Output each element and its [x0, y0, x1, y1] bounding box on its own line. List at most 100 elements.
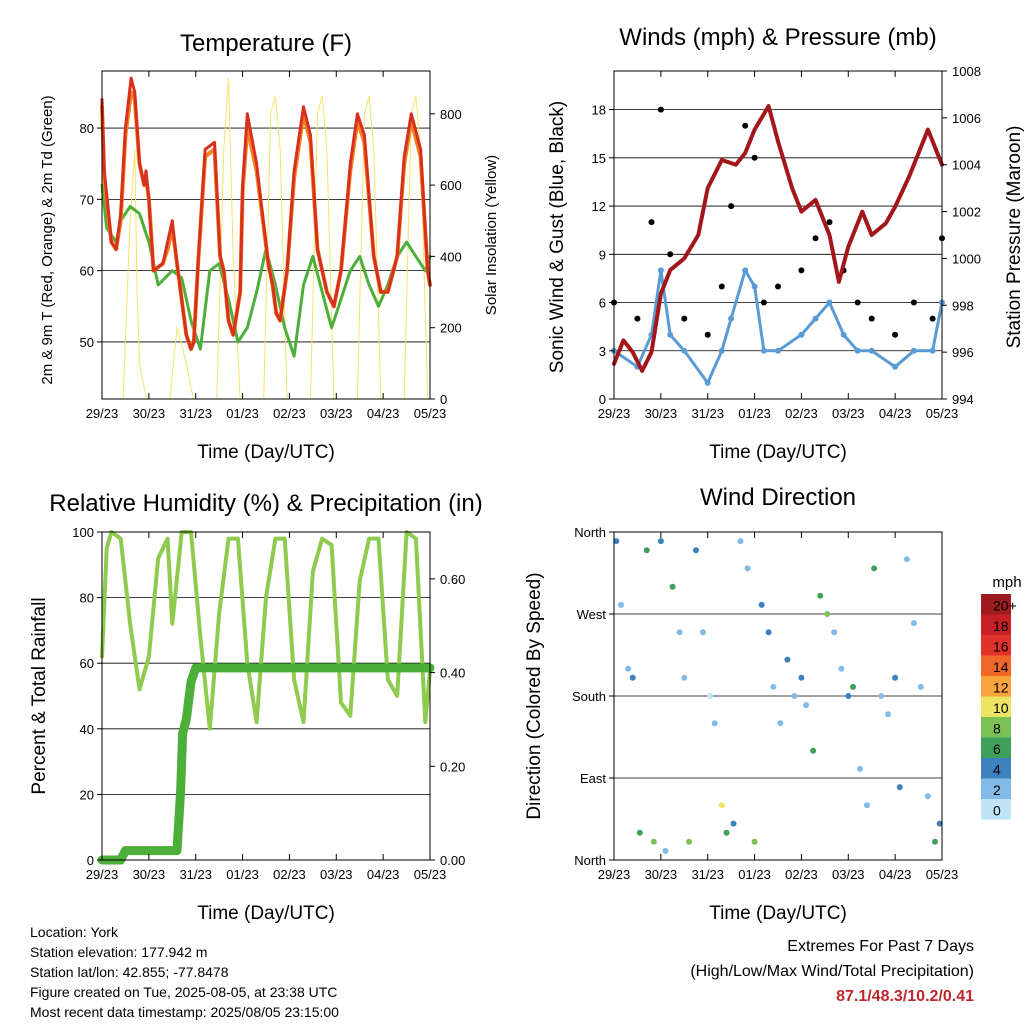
- y-tick-label: 80: [80, 591, 94, 606]
- gust-point: [868, 315, 875, 322]
- x-tick-label: 02/23: [273, 406, 306, 421]
- legend-label: 10: [993, 700, 1009, 716]
- sonic-wind-point: [929, 347, 936, 354]
- gust-point: [929, 315, 936, 322]
- wind-direction-point: [662, 847, 669, 854]
- y-tick-label: 60: [80, 264, 94, 279]
- y-tick-label: West: [577, 607, 607, 622]
- gust-point: [798, 267, 805, 274]
- temperature-title: Temperature (F): [180, 30, 352, 57]
- sonic-wind-point: [667, 331, 674, 338]
- gust-point: [812, 235, 819, 242]
- wind-direction-point: [618, 601, 624, 608]
- gust-point: [648, 219, 655, 226]
- x-tick-label: 30/23: [133, 867, 166, 882]
- x-tick-label: 04/23: [367, 867, 400, 882]
- x-tick-label: 02/23: [785, 406, 818, 421]
- legend-swatch: [981, 614, 1011, 635]
- sonic-wind-point: [718, 347, 725, 354]
- wind-direction-point: [824, 611, 831, 617]
- wind-direction-point: [845, 693, 852, 699]
- wind-speed-legend: mph 20+ 18 16 14 12 10 8 6 4 2 0: [981, 574, 1022, 820]
- wind-direction-point: [700, 629, 706, 636]
- legend-label: 12: [993, 680, 1009, 696]
- winds-y2-label: Station Pressure (Maroon): [1004, 126, 1024, 349]
- legend-label: 16: [993, 639, 1009, 655]
- x-tick-label: 29/23: [598, 406, 631, 421]
- precipitation-line: [97, 663, 435, 865]
- sonic-wind-point: [868, 347, 875, 354]
- wind-direction-point: [910, 620, 917, 627]
- x-tick-label: 30/23: [645, 406, 678, 421]
- wind-direction-point: [681, 674, 688, 681]
- y-tick-label: 12: [592, 199, 606, 214]
- humidity-y-label: Percent & Total Rainfall: [29, 597, 50, 794]
- x-tick-label: 01/23: [226, 867, 259, 882]
- wind-direction-point: [751, 838, 758, 845]
- wind-direction-point: [784, 656, 791, 663]
- extremes-title: Extremes For Past 7 Days: [787, 938, 974, 955]
- x-tick-label: 03/23: [320, 867, 353, 882]
- legend-title: mph: [992, 574, 1021, 591]
- recent-data-timestamp: Most recent data timestamp: 2025/08/05 2…: [30, 1004, 339, 1020]
- x-tick-label: 05/23: [926, 867, 959, 882]
- wind-direction-point: [878, 693, 885, 699]
- wind-direction-point: [730, 820, 737, 827]
- figure-created: Figure created on Tue, 2025-08-05, at 23…: [30, 984, 338, 1000]
- sonic-wind-point: [657, 267, 664, 274]
- relative-humidity-line: [100, 530, 432, 731]
- legend-label: 2: [993, 782, 1001, 798]
- y-tick-label: 15: [592, 151, 606, 166]
- legend-swatch: [981, 778, 1011, 799]
- wind-direction-point: [831, 629, 838, 636]
- wind-direction-point: [857, 765, 863, 772]
- wind-direction-point: [903, 556, 910, 563]
- y-tick-label: 50: [80, 335, 94, 350]
- gust-point: [681, 315, 688, 322]
- gust-point: [775, 283, 781, 290]
- wind-direction-x-label: Time (Day/UTC): [709, 903, 847, 924]
- x-tick-label: 31/23: [179, 867, 212, 882]
- y2-tick-label: 600: [440, 178, 462, 193]
- x-tick-label: 03/23: [832, 406, 865, 421]
- legend-swatch: [981, 635, 1011, 656]
- extremes-box: Extremes For Past 7 Days (High/Low/Max W…: [690, 934, 974, 1009]
- y-tick-label: East: [580, 771, 606, 786]
- wind-direction-point: [896, 784, 903, 791]
- wind-direction-point: [657, 538, 664, 545]
- legend-swatch: [981, 676, 1011, 697]
- legend-swatch: [981, 737, 1011, 758]
- wind-direction-point: [669, 583, 676, 590]
- x-tick-label: 30/23: [133, 406, 166, 421]
- wind-direction-point: [803, 702, 810, 709]
- extremes-values: 87.1/48.3/10.2/0.41: [836, 988, 974, 1005]
- temp-2m-line: [100, 76, 432, 351]
- y-tick-label: 3: [599, 344, 606, 359]
- x-tick-label: 31/23: [179, 406, 212, 421]
- humidity-precip-panel: Relative Humidity (%) & Precipitation (i…: [29, 490, 483, 924]
- x-tick-label: 29/23: [86, 867, 119, 882]
- y2-tick-label: 1006: [952, 111, 981, 126]
- wind-direction-point: [613, 538, 620, 545]
- gust-point: [910, 299, 917, 306]
- sonic-wind-point: [910, 347, 917, 354]
- legend-label: 0: [993, 803, 1001, 819]
- x-tick-label: 05/23: [414, 406, 447, 421]
- gust-point: [892, 331, 899, 338]
- gust-point: [742, 122, 749, 129]
- wind-direction-title: Wind Direction: [700, 484, 856, 511]
- y-tick-label: North: [574, 525, 606, 540]
- sonic-wind-point: [760, 347, 767, 354]
- humidity-plot-frame: [101, 531, 431, 861]
- wind-direction-point: [798, 674, 805, 681]
- legend-label: 14: [993, 659, 1009, 675]
- y2-tick-label: 1002: [952, 205, 981, 220]
- sonic-wind-point: [681, 347, 688, 354]
- wind-direction-point: [711, 720, 718, 727]
- x-tick-label: 30/23: [645, 867, 678, 882]
- wind-direction-point: [636, 829, 643, 836]
- wind-direction-point: [871, 565, 878, 572]
- legend-label: 4: [993, 762, 1001, 778]
- x-tick-label: 31/23: [691, 867, 724, 882]
- y-tick-label: 100: [72, 525, 94, 540]
